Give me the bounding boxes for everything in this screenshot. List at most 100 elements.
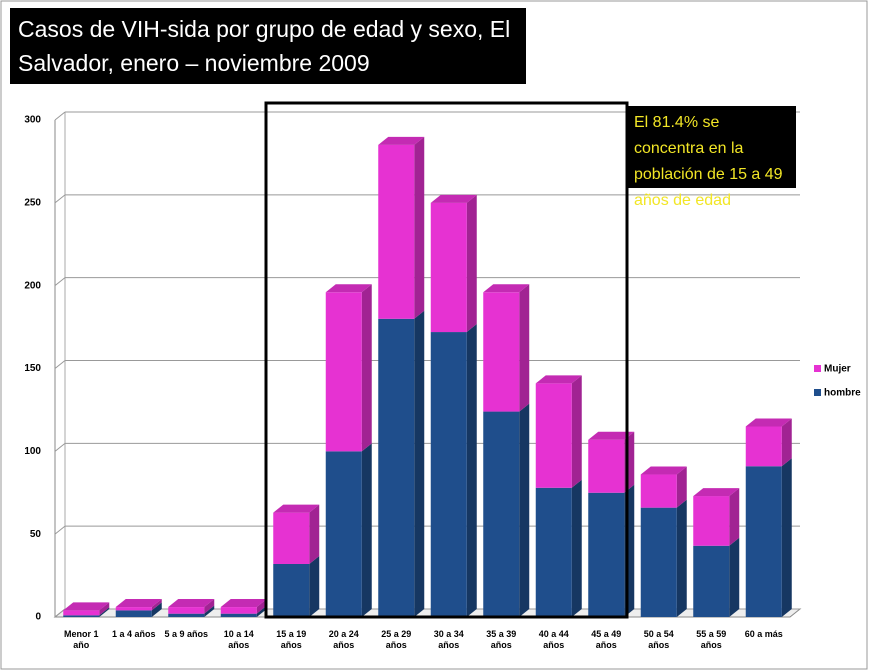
x-tick-label: 1 a 4 años	[111, 629, 156, 639]
y-tick-label: 100	[24, 446, 41, 457]
bar-side	[781, 458, 792, 617]
bar-top	[745, 418, 792, 427]
x-tick-label: 10 a 14 años	[223, 629, 254, 650]
bar-top	[588, 431, 635, 440]
x-tick-label: 50 a 54 años	[643, 629, 674, 650]
x-tick-label: 25 a 29 años	[381, 629, 412, 650]
bar-top	[640, 466, 687, 475]
bar-top	[483, 284, 530, 293]
bar	[325, 451, 362, 617]
bar-side	[466, 324, 477, 617]
bar	[115, 607, 152, 611]
chart-title: Casos de VIH-sida por grupo de edad y se…	[10, 8, 526, 84]
bar-side	[204, 599, 215, 614]
bar	[63, 615, 100, 617]
bar-side	[309, 555, 320, 617]
x-tick-label: 45 a 49 años	[591, 629, 622, 650]
grid-line	[54, 360, 66, 369]
y-tick-label: 150	[24, 363, 41, 374]
bar-side	[151, 599, 162, 611]
bar-top	[63, 602, 110, 611]
bar-side	[99, 602, 110, 616]
bar	[273, 512, 310, 564]
bar-side	[361, 443, 372, 617]
annotation: El 81.4% se concentra en la población de…	[628, 106, 796, 209]
bar	[430, 202, 467, 333]
legend-label: Mujer	[824, 364, 851, 375]
bar-top	[378, 136, 425, 145]
bar-side	[414, 310, 425, 617]
bar	[168, 613, 205, 617]
bar-side	[256, 599, 267, 614]
y-tick-label: 300	[24, 115, 41, 126]
bar-top	[693, 488, 740, 497]
bar	[483, 292, 520, 412]
x-tick-label: 5 a 9 años	[164, 629, 209, 639]
grid-line	[54, 111, 66, 121]
bar	[220, 613, 257, 617]
x-tick-label: 15 a 19 años	[276, 629, 307, 650]
grid-line	[54, 525, 66, 535]
bar-side	[361, 284, 372, 452]
bar-top	[220, 599, 267, 608]
bar-side	[729, 488, 740, 546]
bar-side	[676, 466, 687, 508]
grid-line	[54, 194, 66, 204]
highlight-box	[264, 101, 629, 619]
bar-side	[729, 537, 740, 617]
bar	[640, 474, 677, 508]
bar-side	[204, 605, 215, 617]
bar	[640, 507, 677, 617]
x-tick-label: 20 a 24 años	[328, 629, 359, 650]
bar-side	[309, 504, 320, 564]
bar	[535, 383, 572, 488]
x-tick-label: 35 a 39 años	[486, 629, 517, 650]
bar	[430, 332, 467, 617]
bar	[535, 487, 572, 617]
bar-top	[535, 375, 582, 384]
legend-swatch	[814, 389, 821, 396]
bar-side	[99, 607, 110, 617]
bar-side	[256, 605, 267, 617]
bar	[168, 607, 205, 614]
legend-label: hombre	[824, 388, 861, 399]
bar	[273, 563, 310, 617]
bar-side	[519, 284, 530, 412]
x-tick-label: Menor 1 año	[63, 629, 99, 650]
legend-swatch	[814, 365, 821, 372]
bar	[115, 610, 152, 617]
bar-side	[571, 375, 582, 488]
bar-top	[325, 284, 372, 293]
bar	[588, 439, 625, 493]
bar	[63, 610, 100, 616]
y-tick-label: 200	[24, 280, 41, 291]
bar	[588, 492, 625, 617]
x-tick-label: 40 a 44 años	[538, 629, 569, 650]
bar	[378, 318, 415, 617]
bar-side	[571, 479, 582, 617]
bar	[745, 426, 782, 467]
grid-line	[54, 277, 66, 287]
bar-top	[273, 504, 320, 513]
bar-side	[676, 499, 687, 617]
x-tick-label: 55 a 59 años	[696, 629, 727, 650]
bar-side	[466, 194, 477, 333]
bar-top	[168, 599, 215, 608]
bar-side	[151, 602, 162, 617]
bar	[693, 496, 730, 546]
bar-side	[519, 403, 530, 617]
y-tick-label: 250	[24, 197, 41, 208]
bar-top	[430, 194, 477, 203]
bar	[483, 411, 520, 617]
bar-side	[414, 136, 425, 319]
y-tick-label: 0	[35, 612, 41, 623]
bar	[378, 144, 415, 319]
bar	[220, 607, 257, 614]
bar	[693, 545, 730, 617]
bar	[745, 466, 782, 617]
x-tick-label: 60 a más	[744, 629, 783, 639]
y-tick-label: 50	[30, 529, 42, 540]
